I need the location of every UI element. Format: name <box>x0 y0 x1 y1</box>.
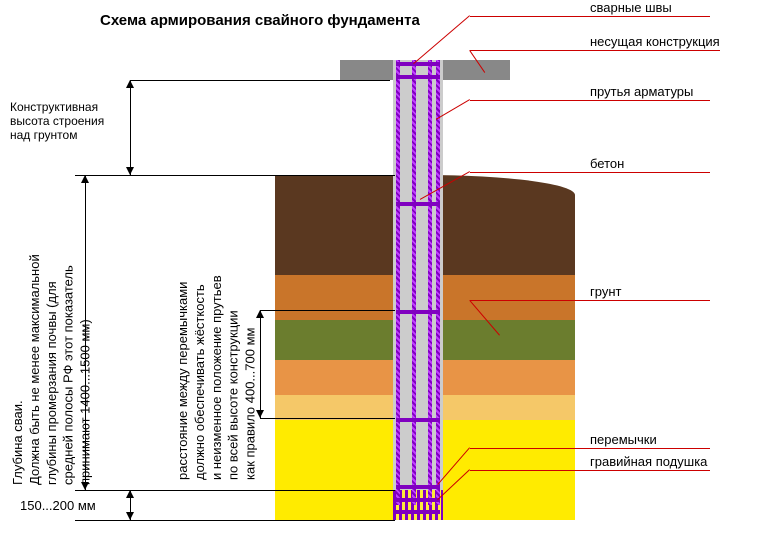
rebar-bar <box>428 60 432 505</box>
rebar-tie <box>396 75 440 79</box>
rebar-tie <box>396 310 440 314</box>
rebar-tie <box>396 418 440 422</box>
rebar-tie <box>396 510 440 514</box>
rebar-tie <box>396 485 440 489</box>
diagram-title: Схема армирования свайного фундамента <box>100 12 420 29</box>
label-rebar: прутья арматуры <box>590 84 693 101</box>
label-concrete: бетон <box>590 156 624 173</box>
rebar-bar <box>436 60 440 505</box>
label-welds: сварные швы <box>590 0 672 17</box>
label-structure: несущая конструкция <box>590 34 720 51</box>
rebar-tie <box>396 498 440 502</box>
label-gravel: гравийная подушка <box>590 454 707 471</box>
rebar-tie <box>396 202 440 206</box>
label-ties: перемычки <box>590 432 657 449</box>
rebar-bar <box>412 60 416 505</box>
rebar-tie <box>396 62 440 66</box>
label-soil: грунт <box>590 284 621 301</box>
rebar-bar <box>396 60 400 505</box>
